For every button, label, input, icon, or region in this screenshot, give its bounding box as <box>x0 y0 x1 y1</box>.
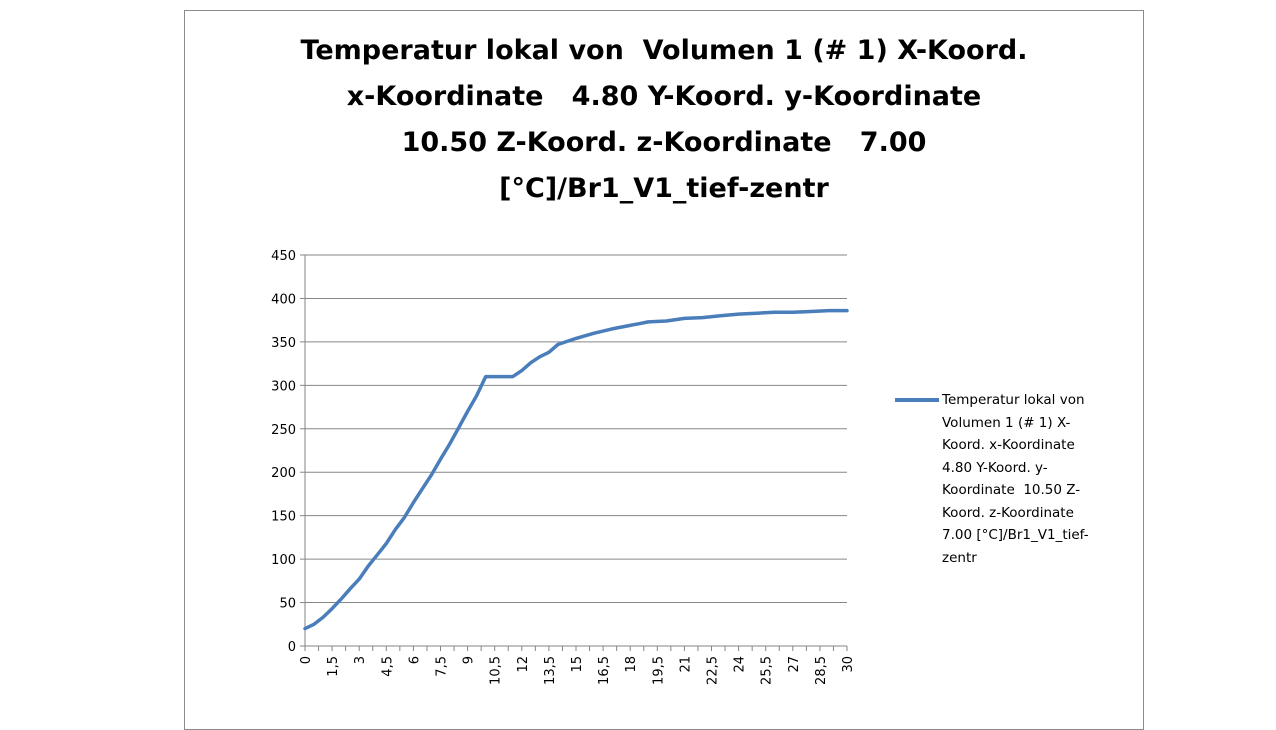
y-tick-label: 300 <box>271 379 296 394</box>
legend-label: Temperatur lokal von Volumen 1 (# 1) X- … <box>942 389 1089 569</box>
chart-title-line: Temperatur lokal von Volumen 1 (# 1) X-K… <box>300 35 1028 66</box>
x-tick-label: 18 <box>624 656 639 673</box>
legend: Temperatur lokal von Volumen 1 (# 1) X- … <box>895 389 1100 569</box>
chart-title-line: [°C]/Br1_V1_tief-zentr <box>499 173 829 204</box>
y-tick-label: 150 <box>271 510 296 525</box>
legend-label-line: zentr <box>942 549 977 566</box>
x-tick-label: 4,5 <box>380 656 395 677</box>
x-tick-label: 27 <box>787 656 802 673</box>
legend-label-line: Temperatur lokal von <box>942 392 1085 408</box>
x-tick-label: 24 <box>733 656 748 673</box>
legend-label-line: Koord. x-Koordinate <box>942 437 1075 453</box>
legend-label-line: 7.00 [°C]/Br1_V1_tief- <box>942 527 1089 543</box>
y-tick-label: 50 <box>279 597 296 612</box>
x-tick-label: 19,5 <box>651 656 666 685</box>
chart-title: Temperatur lokal von Volumen 1 (# 1) X-K… <box>184 28 1144 212</box>
x-tick-label: 16,5 <box>597 656 612 685</box>
x-tick-label: 12 <box>516 656 531 673</box>
x-tick-label: 28,5 <box>814 656 829 685</box>
x-tick-label: 3 <box>353 656 368 664</box>
x-tick-label: 13,5 <box>543 656 558 685</box>
chart-title-line: 10.50 Z-Koord. z-Koordinate 7.00 <box>401 127 927 158</box>
y-tick-label: 100 <box>271 553 296 568</box>
y-tick-label: 350 <box>271 336 296 351</box>
x-tick-label: 6 <box>407 656 422 664</box>
legend-label-line: Koord. z-Koordinate <box>942 504 1074 521</box>
y-tick-label: 250 <box>271 423 296 438</box>
legend-label-line: Koordinate 10.50 Z- <box>942 482 1081 498</box>
x-tick-label: 7,5 <box>435 656 450 677</box>
y-tick-label: 450 <box>271 249 296 264</box>
chart-frame <box>184 10 1144 730</box>
x-tick-label: 1,5 <box>326 656 341 677</box>
y-tick-label: 200 <box>271 466 296 481</box>
y-tick-label: 400 <box>271 292 296 307</box>
x-tick-label: 21 <box>678 656 693 673</box>
x-tick-label: 25,5 <box>760 656 775 685</box>
legend-label-line: Volumen 1 (# 1) X- <box>942 414 1071 431</box>
legend-label-line: 4.80 Y-Koord. y- <box>942 459 1048 476</box>
chart-title-line: x-Koordinate 4.80 Y-Koord. y-Koordinate <box>346 81 982 112</box>
series-line <box>303 308 849 631</box>
x-tick-label: 15 <box>570 656 585 673</box>
x-tick-label: 9 <box>462 656 477 664</box>
x-tick-label: 30 <box>841 656 856 673</box>
x-tick-label: 10,5 <box>489 656 504 685</box>
x-tick-label: 0 <box>299 656 314 664</box>
legend-line-swatch <box>895 398 939 402</box>
y-tick-label: 0 <box>288 640 296 655</box>
x-tick-label: 22,5 <box>706 656 721 685</box>
line-chart: 0 50 100 150 200 250 300 350 400 450 0 1,5 3 4,5 6 7,5 9… <box>271 249 856 685</box>
